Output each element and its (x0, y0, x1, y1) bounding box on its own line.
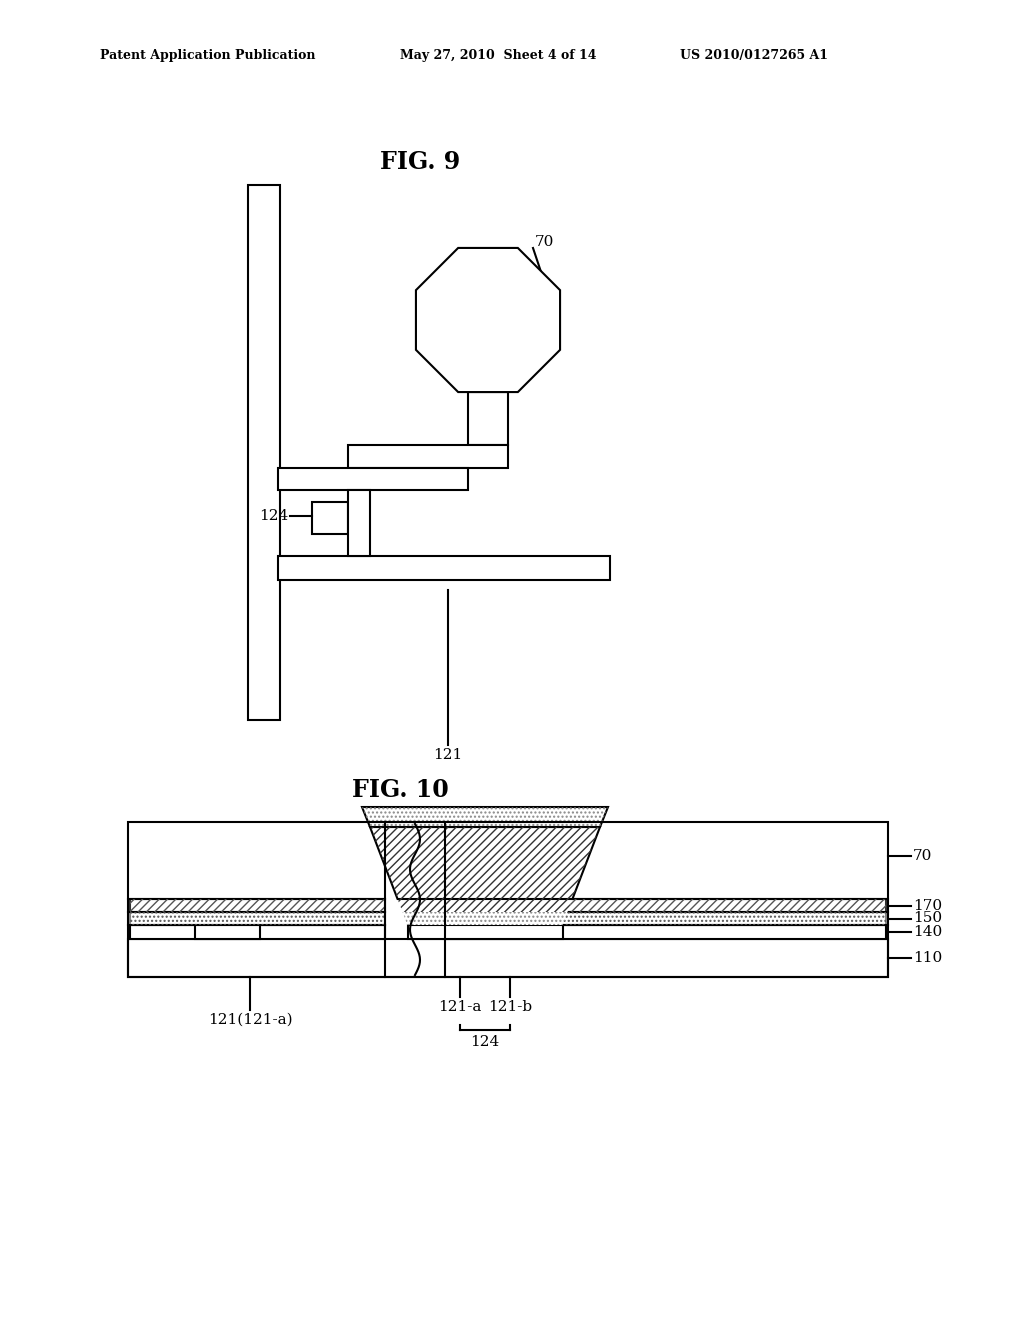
Bar (348, 445, 508, 469)
Text: FIG. 10: FIG. 10 (351, 777, 449, 803)
Bar (445, 899, 886, 912)
Bar (128, 822, 888, 977)
Text: 110: 110 (913, 950, 942, 965)
Text: 121-a: 121-a (438, 1001, 481, 1014)
Bar (468, 392, 508, 445)
Polygon shape (408, 925, 562, 939)
Bar (348, 490, 370, 556)
Text: 70: 70 (913, 849, 933, 862)
Text: FIG. 9: FIG. 9 (380, 150, 460, 174)
Text: 170: 170 (913, 899, 942, 912)
Bar (128, 939, 888, 977)
Text: May 27, 2010  Sheet 4 of 14: May 27, 2010 Sheet 4 of 14 (400, 49, 597, 62)
Bar (445, 925, 886, 939)
Text: 121(121-a): 121(121-a) (208, 1012, 292, 1027)
Polygon shape (402, 912, 567, 925)
Text: 121: 121 (433, 748, 463, 762)
Bar (248, 185, 280, 719)
Text: US 2010/0127265 A1: US 2010/0127265 A1 (680, 49, 828, 62)
Bar (445, 912, 886, 925)
Bar (278, 469, 468, 490)
Bar (195, 920, 260, 939)
Text: 124: 124 (470, 1035, 500, 1049)
Bar (130, 925, 385, 939)
Text: Patent Application Publication: Patent Application Publication (100, 49, 315, 62)
Text: 70: 70 (535, 235, 554, 249)
Bar (445, 912, 886, 925)
Bar (312, 502, 348, 535)
Polygon shape (362, 807, 608, 828)
Polygon shape (370, 828, 600, 899)
Polygon shape (416, 248, 560, 392)
Text: 124: 124 (259, 510, 288, 523)
Text: 150: 150 (913, 912, 942, 925)
Bar (130, 899, 385, 912)
Bar (278, 556, 610, 579)
Bar (130, 899, 385, 912)
Text: 140: 140 (913, 925, 942, 939)
Bar (445, 899, 886, 912)
Text: 121-b: 121-b (488, 1001, 532, 1014)
Polygon shape (397, 899, 572, 912)
Bar (130, 912, 385, 925)
Bar (130, 912, 385, 925)
